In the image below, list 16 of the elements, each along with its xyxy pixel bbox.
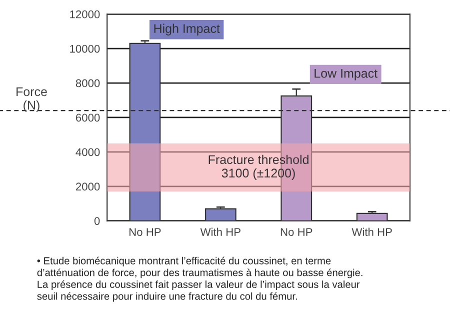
y-tick-label: 12000 <box>70 10 100 18</box>
annotation: High Impact <box>154 24 220 36</box>
y-axis-title: Force (N) <box>16 87 47 112</box>
band-label: Fracture threshold 3100 (±1200) <box>208 154 308 180</box>
x-tick-label: No HP <box>130 228 161 236</box>
y-tick-label: 0 <box>94 217 100 225</box>
y-tick-label: 8000 <box>76 79 100 88</box>
y-tick-label: 6000 <box>76 114 100 122</box>
y-tick-label: 2000 <box>76 182 100 191</box>
text: • Etude biomécanique montrant l’efficacité du coussinet, en terme d’atténuation de force, pour des traumatismes à haute ou basse énergie. La présence du coussinet fait passer la valeur de l’impact sous la valeur seuil nécessaire pour induire une fracture du col du fémur. <box>37 256 362 302</box>
y-tick-label: 10000 <box>70 44 100 53</box>
x-tick-label: With HP <box>200 228 240 236</box>
x-tick-label: No HP <box>280 228 312 236</box>
annotation: Low Impact <box>314 69 378 80</box>
x-tick-label: With HP <box>352 228 392 236</box>
y-tick-label: 4000 <box>76 148 100 156</box>
